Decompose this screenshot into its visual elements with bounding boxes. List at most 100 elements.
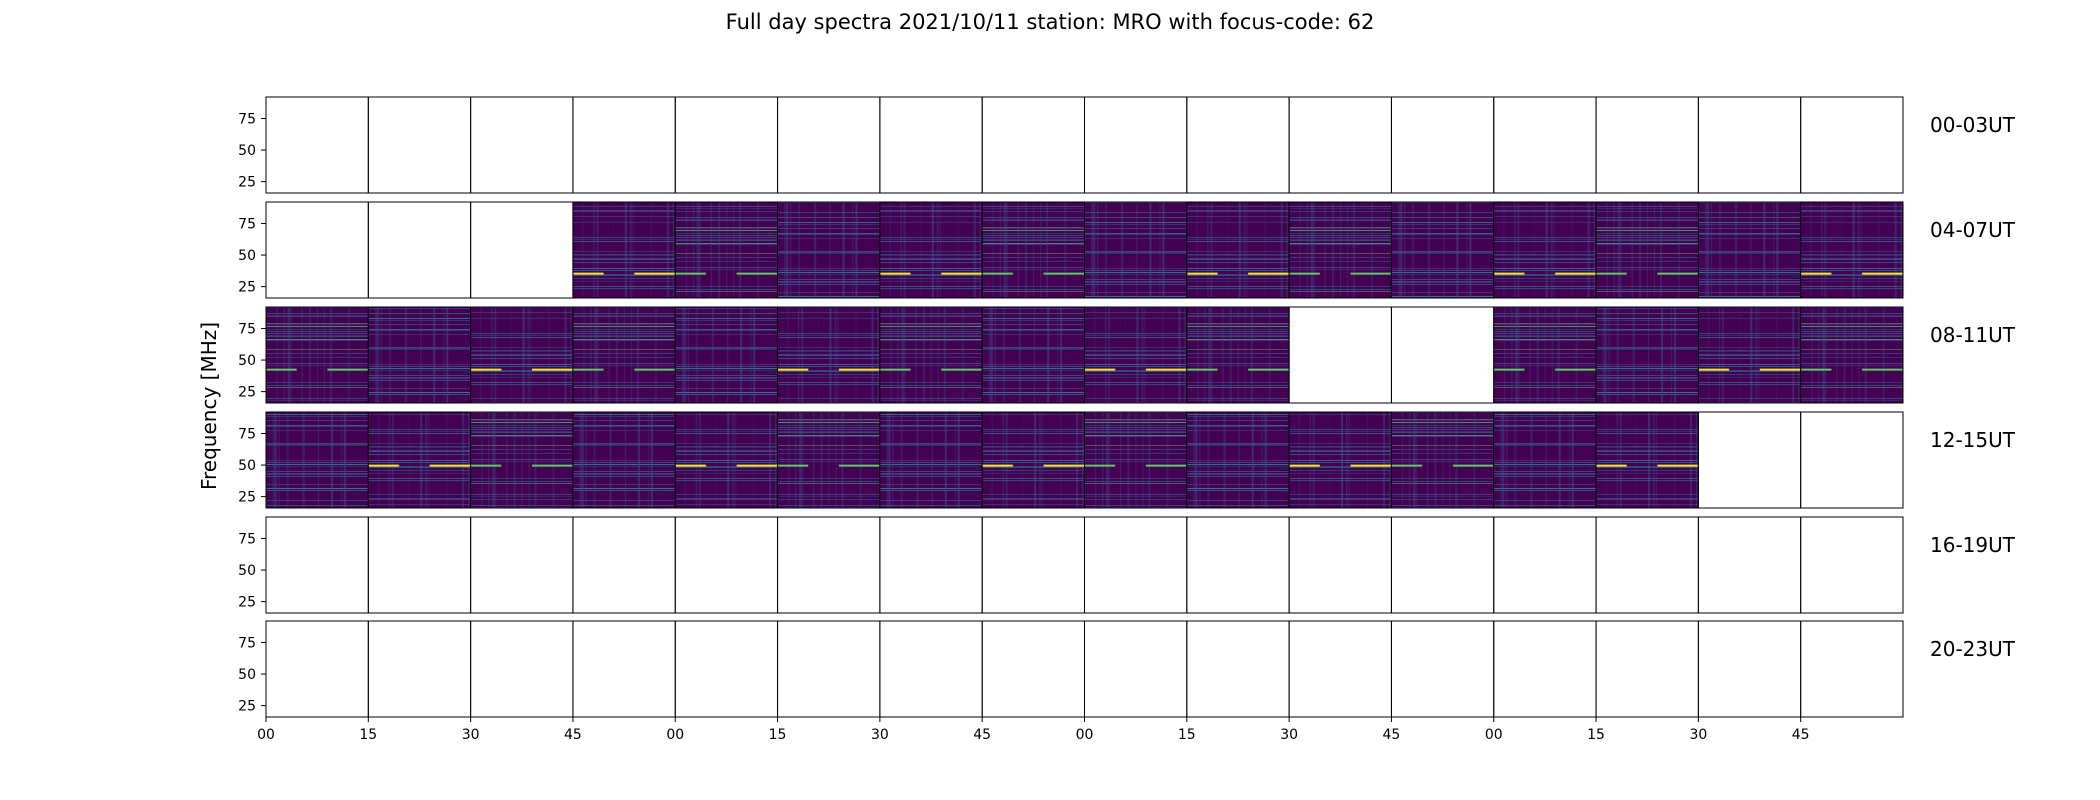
empty-panel — [879, 96, 983, 194]
y-tick-label: 75 — [238, 531, 256, 547]
x-tick-label: 45 — [1792, 727, 1810, 743]
spectrogram-panel — [777, 412, 880, 508]
spectrogram-panel — [1186, 307, 1290, 403]
empty-panel — [265, 201, 369, 299]
empty-panel — [1186, 620, 1290, 718]
spectrogram-panel — [1698, 307, 1801, 403]
spectrogram-panel — [777, 307, 880, 403]
empty-panel — [1800, 96, 1904, 194]
empty-panel — [1186, 516, 1290, 614]
y-tick-label: 50 — [238, 563, 256, 579]
spectrogram-panel — [1493, 202, 1597, 298]
empty-panel — [1800, 516, 1904, 614]
spectrogram-panel — [675, 412, 778, 508]
x-tick-label: 15 — [769, 727, 787, 743]
empty-panel — [470, 201, 574, 299]
x-tick-label: 00 — [1485, 727, 1503, 743]
empty-panel — [1697, 620, 1802, 718]
empty-panel — [367, 96, 472, 194]
x-tick-label: 30 — [1689, 727, 1707, 743]
spectrogram-panel — [470, 412, 573, 508]
spectrogram-panel — [1084, 307, 1187, 403]
empty-panel — [1084, 516, 1188, 614]
x-tick-label: 15 — [1178, 727, 1196, 743]
y-tick-label: 25 — [238, 490, 256, 506]
empty-panel — [674, 96, 779, 194]
spectrogram-panel — [982, 202, 1085, 298]
x-tick-label: 45 — [1383, 727, 1401, 743]
empty-panel — [265, 516, 369, 614]
spectrogram-panel — [675, 307, 778, 403]
spectrogram-panel — [1186, 412, 1290, 508]
spectrogram-panel — [1800, 202, 1903, 298]
x-tick-label: 00 — [1076, 727, 1094, 743]
y-tick-label: 25 — [238, 699, 256, 715]
empty-panel — [1697, 96, 1802, 194]
spectrogram-panel — [266, 412, 369, 508]
empty-panel — [1084, 96, 1188, 194]
empty-panel — [1493, 96, 1597, 194]
spectrogram-panel — [1289, 202, 1392, 298]
empty-panel — [1800, 620, 1904, 718]
chart-title: Full day spectra 2021/10/11 station: MRO… — [725, 10, 1375, 34]
x-tick-label: 00 — [666, 727, 684, 743]
row-label: 04-07UT — [1930, 218, 2016, 242]
spectrogram-panel — [1391, 202, 1494, 298]
spectrogram-panel — [1289, 412, 1392, 508]
empty-panel — [470, 620, 574, 718]
spectrogram-panel — [879, 202, 983, 298]
spectrogram-panel — [1698, 202, 1801, 298]
y-tick-label: 25 — [238, 280, 256, 296]
empty-panel — [1288, 620, 1392, 718]
row-label: 08-11UT — [1930, 323, 2016, 347]
empty-panel — [265, 620, 369, 718]
empty-panel — [879, 620, 983, 718]
row-label: 12-15UT — [1930, 428, 2016, 452]
y-tick-label: 75 — [238, 321, 256, 337]
y-tick-label: 75 — [238, 111, 256, 127]
x-tick-label: 15 — [359, 727, 377, 743]
row-label: 00-03UT — [1930, 113, 2016, 137]
spectrogram-panel — [777, 202, 880, 298]
empty-panel — [1288, 516, 1392, 614]
empty-panel — [470, 96, 574, 194]
empty-panel — [1595, 96, 1699, 194]
empty-panel — [265, 96, 369, 194]
empty-panel — [1595, 620, 1699, 718]
panel-frame — [1800, 306, 1904, 404]
empty-panel — [1595, 516, 1699, 614]
y-tick-label: 50 — [238, 667, 256, 683]
empty-panel — [981, 96, 1085, 194]
y-tick-label: 50 — [238, 143, 256, 159]
y-tick-label: 50 — [238, 353, 256, 369]
empty-panel — [367, 516, 472, 614]
empty-panel — [1186, 96, 1290, 194]
empty-panel — [1288, 306, 1392, 404]
spectrogram-panel — [1084, 412, 1187, 508]
spectrogram-panel — [572, 412, 676, 508]
empty-panel — [1288, 96, 1392, 194]
spectrogram-panel — [982, 412, 1085, 508]
empty-panel — [981, 620, 1085, 718]
x-tick-label: 00 — [257, 727, 275, 743]
spectrogram-panel — [1596, 307, 1699, 403]
empty-panel — [572, 516, 676, 614]
empty-panel — [367, 620, 472, 718]
x-tick-label: 15 — [1587, 727, 1605, 743]
empty-panel — [572, 620, 676, 718]
panel-frame — [1800, 201, 1904, 299]
spectrogram-panel — [1596, 202, 1699, 298]
empty-panel — [1800, 411, 1904, 509]
row-label: 16-19UT — [1930, 533, 2016, 557]
y-axis-label: Frequency [MHz] — [197, 322, 221, 490]
y-tick-label: 25 — [238, 385, 256, 401]
y-tick-label: 25 — [238, 595, 256, 611]
empty-panel — [1493, 620, 1597, 718]
empty-panel — [674, 516, 779, 614]
y-tick-label: 75 — [238, 635, 256, 651]
empty-panel — [367, 201, 472, 299]
x-tick-label: 30 — [1280, 727, 1298, 743]
spectrogram-panel — [266, 307, 369, 403]
spectrogram-panel — [572, 202, 676, 298]
